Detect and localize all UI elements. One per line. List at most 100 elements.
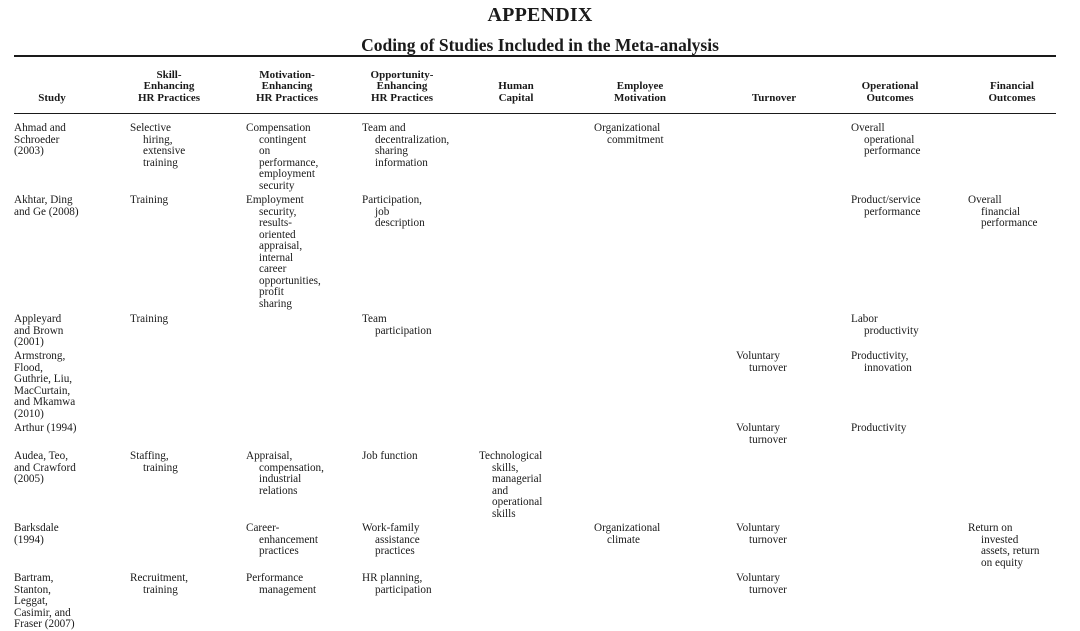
cell-line: oriented (259, 228, 296, 241)
cell-line: performance (981, 217, 1038, 229)
cell-line: Ahmad and (14, 122, 66, 134)
cell-line: Casimir, and (14, 606, 71, 619)
cell-line: Bartram, (14, 572, 54, 584)
table-cell-operational-outcomes: Product/service performance (851, 194, 921, 218)
header-line: Capital (498, 91, 534, 104)
table-cell-turnover: Voluntary turnover (736, 572, 787, 596)
cell-line: climate (607, 533, 640, 546)
header-line: HR Practices (371, 91, 433, 104)
cell-line: Performance (246, 572, 304, 584)
column-header-skill-enhancing: Skill- Enhancing HR Practices (113, 64, 225, 104)
column-header-study: Study (0, 64, 107, 104)
cell-line: performance (864, 145, 921, 157)
cell-line: career (259, 263, 287, 275)
cell-line: practices (259, 545, 299, 557)
cell-line: participation (375, 324, 432, 337)
header-bottom-rule (14, 113, 1056, 114)
table-cell-employee-motivation: Organizational commitment (594, 122, 664, 146)
cell-line: (2005) (14, 473, 44, 485)
cell-line: Voluntary (736, 422, 780, 434)
cell-line: training (143, 461, 178, 474)
cell-line: description (375, 217, 425, 229)
cell-line: compensation, (259, 461, 324, 474)
cell-line: Productivity, (851, 350, 909, 362)
cell-line: Work-family (362, 522, 420, 534)
cell-line: job (375, 205, 390, 218)
table-cell-motivation-enhancing: Career-enhancement practices (246, 522, 319, 558)
cell-line: MacCurtain, (14, 384, 71, 397)
cell-line: and (492, 484, 509, 497)
header-line: Motivation (614, 91, 666, 104)
cell-line: financial (981, 205, 1021, 218)
table-cell-study: Appleyard and Brown (2001) (14, 313, 63, 349)
cell-line: commitment (607, 133, 664, 146)
cell-line: Audea, Teo, (14, 450, 68, 462)
cell-line: profit (259, 286, 284, 298)
cell-line: and Mkamwa (14, 396, 76, 408)
cell-line: Overall (851, 122, 885, 134)
column-header-operational-outcomes: Operational Outcomes (834, 64, 946, 104)
cell-line: turnover (749, 433, 787, 446)
table-cell-operational-outcomes: Productivity (851, 422, 906, 435)
cell-line: sharing (259, 297, 292, 310)
table-cell-opportunity-enhancing: Team and decentralization, sharing informat… (362, 122, 450, 169)
cell-line: practices (375, 545, 415, 557)
cell-line: HR planning, (362, 572, 423, 584)
table-cell-operational-outcomes: Overall operational performance (851, 122, 921, 158)
cell-line: Organizational (594, 522, 661, 534)
cell-line: opportunities, (259, 274, 321, 287)
cell-line: productivity (864, 324, 919, 337)
cell-line: Team (362, 313, 387, 325)
cell-line: (2003) (14, 145, 44, 157)
cell-line: assistance (375, 533, 420, 546)
table-cell-operational-outcomes: Productivity, innovation (851, 350, 912, 374)
cell-line: hiring, (143, 133, 173, 146)
table-cell-skill-enhancing: Selective hiring, extensive training (130, 122, 186, 169)
column-header-human-capital: Human Capital (466, 64, 566, 104)
table-cell-study: Akhtar, Ding and Ge (2008) (14, 194, 79, 218)
cell-line: skills (492, 507, 516, 520)
cell-line: Arthur (1994) (14, 422, 77, 434)
cell-line: Training (130, 194, 169, 206)
cell-line: Team and (362, 122, 406, 134)
cell-line: Schroeder (14, 133, 60, 146)
table-cell-turnover: Voluntary turnover (736, 522, 787, 546)
header-line: HR Practices (138, 91, 200, 104)
cell-line: sharing (375, 145, 408, 157)
cell-line: operational (864, 133, 915, 146)
cell-line: Recruitment, (130, 572, 189, 584)
table-cell-study: Audea, Teo, and Crawford (2005) (14, 450, 76, 486)
cell-line: Fraser (2007) (14, 618, 75, 630)
cell-line: appraisal, (259, 240, 303, 252)
header-line: Turnover (751, 91, 797, 104)
table-cell-skill-enhancing: Training (130, 194, 169, 207)
cell-line: Voluntary (736, 572, 780, 584)
cell-line: and Crawford (14, 461, 76, 474)
table-caption: Coding of Studies Included in the Meta-a… (361, 35, 719, 55)
cell-line: enhancement (259, 533, 319, 546)
cell-line: results- (259, 217, 292, 229)
cell-line: turnover (749, 583, 787, 596)
cell-line: decentralization, (375, 133, 450, 146)
cell-line: management (259, 583, 317, 596)
table-cell-opportunity-enhancing: HR planning, participation (362, 572, 432, 596)
cell-line: training (143, 156, 178, 169)
table-cell-operational-outcomes: Labor productivity (851, 313, 919, 337)
cell-line: Appleyard (14, 313, 62, 325)
cell-line: Job function (362, 450, 418, 462)
cell-line: extensive (143, 145, 186, 157)
header-line: Human (498, 80, 534, 92)
column-header-employee-motivation: Employee Motivation (575, 64, 705, 104)
table-cell-opportunity-enhancing: Work-family assistance practices (362, 522, 420, 558)
cell-line: Staffing, (130, 450, 169, 462)
table-cell-skill-enhancing: Training (130, 313, 168, 326)
table-cell-motivation-enhancing: Employment security, results-oriented appra… (246, 194, 321, 310)
cell-line: Akhtar, Ding (14, 194, 73, 206)
table-top-rule (14, 55, 1056, 57)
cell-line: Armstrong, (14, 350, 66, 362)
cell-line: assets, return (981, 545, 1040, 557)
cell-line: employment (259, 168, 315, 180)
header-line: Skill- (156, 68, 182, 81)
cell-line: Voluntary (736, 522, 780, 534)
cell-line: skills, (492, 461, 519, 474)
